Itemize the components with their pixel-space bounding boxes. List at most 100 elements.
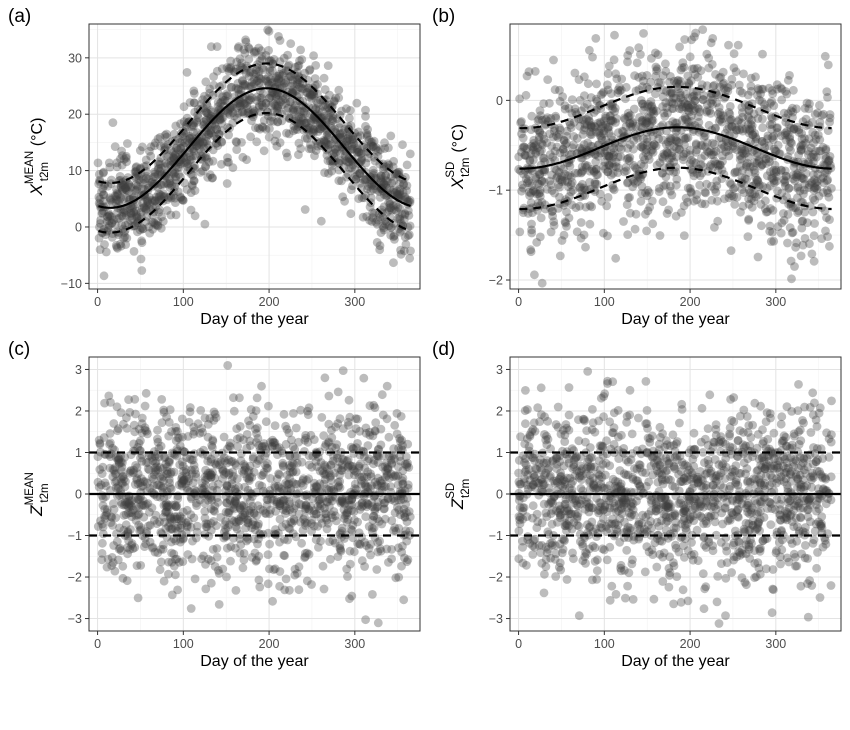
data-point	[274, 95, 283, 105]
data-point	[349, 134, 358, 144]
data-point	[319, 137, 329, 146]
data-point	[269, 55, 279, 64]
data-point	[202, 99, 212, 109]
data-point	[319, 111, 329, 121]
data-point	[765, 221, 775, 231]
data-point	[724, 193, 734, 203]
data-point	[372, 220, 382, 229]
data-point	[288, 75, 297, 85]
data-point	[111, 192, 121, 201]
data-point	[196, 406, 206, 415]
data-point	[170, 167, 180, 177]
data-point	[188, 181, 197, 191]
data-point	[267, 78, 277, 88]
data-point	[344, 133, 353, 143]
data-point	[301, 118, 311, 128]
data-point	[373, 618, 383, 628]
data-point	[190, 574, 200, 584]
data-point	[144, 222, 154, 232]
data-point	[228, 456, 238, 466]
data-point	[119, 205, 128, 215]
data-point	[265, 66, 275, 76]
data-point	[121, 153, 131, 163]
data-point	[151, 192, 161, 202]
data-point	[214, 111, 224, 121]
data-point	[776, 228, 786, 238]
data-point	[328, 111, 338, 120]
data-point	[156, 191, 166, 201]
data-point	[684, 78, 693, 88]
data-point	[99, 196, 108, 206]
data-point	[386, 203, 395, 213]
data-point	[404, 230, 414, 240]
data-point	[300, 553, 309, 563]
data-point	[296, 45, 305, 55]
data-point	[361, 428, 371, 438]
data-point	[372, 238, 382, 247]
data-point	[782, 171, 791, 181]
data-point	[334, 159, 344, 168]
data-point	[375, 159, 385, 169]
data-point	[231, 586, 241, 595]
data-point	[389, 176, 399, 186]
data-point	[95, 245, 105, 255]
y-title-unit: (°C)	[450, 124, 467, 153]
data-point	[754, 85, 764, 95]
data-point	[145, 228, 155, 238]
data-point	[177, 195, 187, 204]
data-point	[196, 146, 206, 156]
data-point	[151, 202, 161, 212]
data-point	[304, 102, 313, 111]
data-point	[124, 395, 133, 404]
data-point	[609, 55, 619, 65]
data-point	[581, 242, 590, 252]
data-point	[395, 214, 405, 224]
data-point	[825, 117, 834, 127]
data-point	[127, 213, 137, 223]
data-point	[278, 91, 288, 101]
data-point	[130, 186, 140, 196]
data-point	[186, 205, 196, 215]
data-point	[384, 558, 393, 567]
data-point	[313, 123, 322, 133]
data-point	[351, 140, 361, 150]
data-point	[252, 137, 262, 147]
data-point	[241, 81, 250, 90]
data-point	[316, 514, 326, 523]
data-point	[114, 454, 124, 464]
data-point	[275, 36, 285, 45]
data-point	[222, 572, 231, 582]
data-point	[303, 406, 312, 416]
data-point	[189, 121, 198, 131]
data-point	[688, 92, 697, 102]
data-point	[342, 564, 352, 574]
data-point	[639, 29, 648, 38]
data-point	[271, 94, 281, 104]
data-point	[617, 74, 627, 84]
data-point	[131, 168, 141, 177]
data-point	[202, 132, 211, 142]
data-point	[161, 162, 170, 172]
data-point	[185, 134, 195, 144]
data-point	[205, 414, 215, 423]
data-point	[337, 176, 346, 186]
data-point	[171, 149, 181, 159]
data-point	[355, 169, 365, 178]
data-point	[263, 464, 273, 473]
data-point	[398, 473, 408, 483]
data-point	[97, 469, 107, 478]
data-point	[302, 475, 311, 485]
data-point	[177, 148, 187, 158]
data-point	[789, 85, 798, 95]
data-point	[176, 143, 186, 153]
data-point	[585, 219, 595, 229]
data-point	[147, 503, 157, 513]
data-point	[564, 213, 574, 223]
data-point	[585, 45, 594, 55]
data-point	[387, 178, 396, 188]
data-point	[263, 25, 273, 35]
data-point	[379, 225, 389, 235]
data-point	[253, 123, 263, 133]
data-point	[150, 196, 159, 206]
data-point	[295, 78, 305, 88]
